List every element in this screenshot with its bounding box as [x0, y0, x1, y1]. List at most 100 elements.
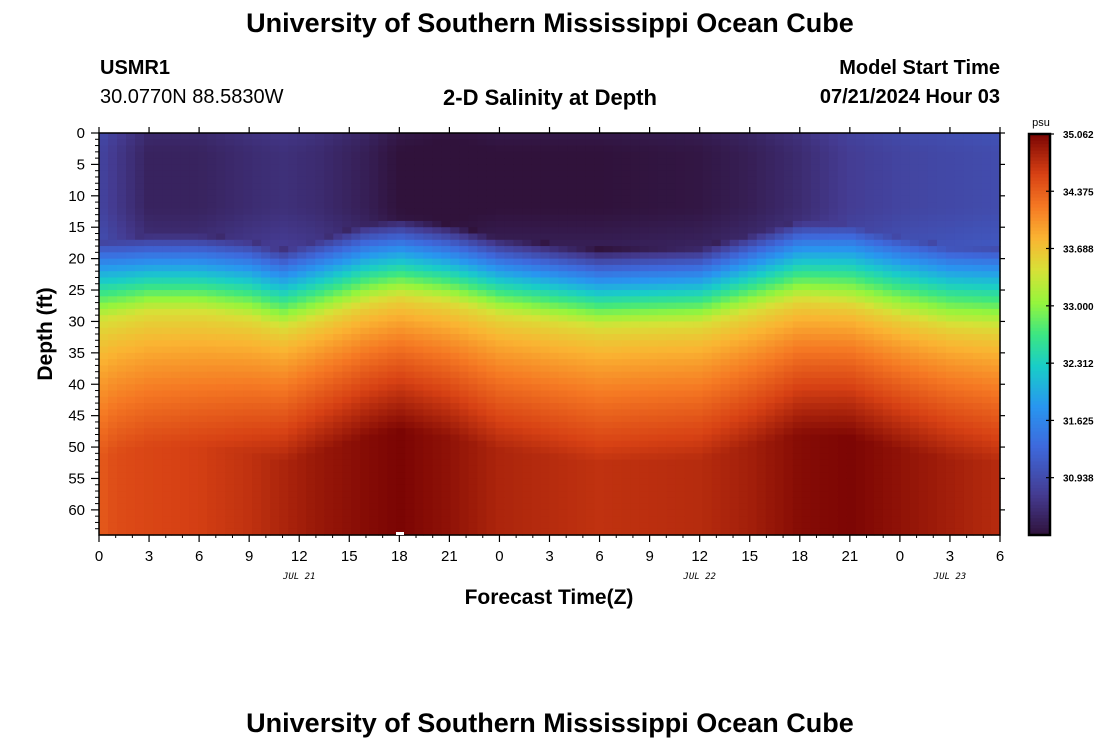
heatmap-cell — [621, 465, 632, 473]
heatmap-cell — [774, 459, 785, 467]
heatmap-cell — [207, 409, 217, 417]
heatmap-cell — [252, 522, 262, 530]
heatmap-cell — [360, 428, 370, 436]
heatmap-cell — [486, 478, 497, 486]
heatmap-cell — [135, 472, 145, 480]
heatmap-cell — [342, 315, 352, 323]
heatmap-cell — [144, 176, 154, 184]
heatmap-cell — [297, 528, 307, 536]
heatmap-cell — [612, 252, 623, 260]
heatmap-cell — [117, 283, 127, 291]
heatmap-cell — [171, 308, 181, 316]
heatmap-cell — [126, 440, 136, 448]
heatmap-cell — [342, 327, 352, 335]
heatmap-cell — [540, 415, 551, 423]
heatmap-cell — [585, 133, 596, 140]
heatmap-cell — [405, 321, 415, 329]
heatmap-cell — [378, 447, 388, 454]
heatmap-cell — [378, 522, 388, 530]
heatmap-cell — [711, 283, 722, 291]
heatmap-cell — [234, 334, 244, 341]
heatmap-cell — [486, 264, 497, 272]
heatmap-cell — [126, 384, 136, 392]
heatmap-cell — [486, 151, 497, 159]
heatmap-cell — [621, 359, 632, 367]
heatmap-cell — [549, 296, 560, 304]
heatmap-cell — [756, 214, 767, 222]
heatmap-cell — [477, 415, 488, 423]
heatmap-cell — [774, 497, 785, 505]
heatmap-cell — [666, 459, 677, 467]
heatmap-cell — [612, 145, 623, 153]
heatmap-cell — [396, 302, 406, 310]
heatmap-cell — [306, 371, 316, 379]
heatmap-cell — [774, 371, 785, 379]
heatmap-cell — [720, 472, 731, 480]
heatmap-cell — [531, 478, 542, 486]
heatmap-cell — [783, 164, 794, 172]
heatmap-cell — [621, 453, 632, 461]
heatmap-cell — [396, 296, 406, 304]
heatmap-cell — [279, 377, 289, 385]
heatmap-cell — [558, 252, 569, 260]
heatmap-cell — [180, 176, 190, 184]
heatmap-cell — [333, 164, 343, 172]
heatmap-cell — [387, 346, 397, 354]
heatmap-cell — [243, 133, 253, 140]
heatmap-cell — [738, 484, 749, 492]
heatmap-cell — [792, 465, 803, 473]
heatmap-cell — [576, 308, 587, 316]
heatmap-cell — [126, 214, 136, 222]
heatmap-cell — [720, 516, 731, 524]
heatmap-cell — [198, 214, 208, 222]
heatmap-cell — [216, 346, 226, 354]
heatmap-cell — [144, 503, 154, 511]
heatmap-cell — [225, 403, 235, 410]
heatmap-cell — [162, 359, 172, 367]
heatmap-cell — [513, 472, 524, 480]
heatmap-cell — [720, 220, 731, 228]
heatmap-cell — [99, 453, 109, 461]
heatmap-cell — [315, 277, 325, 285]
heatmap-cell — [513, 516, 524, 524]
heatmap-cell — [333, 133, 343, 140]
heatmap-cell — [288, 440, 298, 448]
heatmap-cell — [720, 371, 731, 379]
heatmap-cell — [405, 365, 415, 373]
heatmap-cell — [621, 195, 632, 203]
heatmap-cell — [405, 208, 415, 216]
heatmap-cell — [567, 421, 578, 429]
heatmap-cell — [621, 189, 632, 197]
heatmap-cell — [288, 396, 298, 404]
heatmap-cell — [702, 239, 713, 247]
heatmap-cell — [612, 522, 623, 530]
heatmap-cell — [135, 195, 145, 203]
heatmap-cell — [738, 189, 749, 197]
heatmap-cell — [135, 302, 145, 310]
heatmap-cell — [612, 151, 623, 159]
heatmap-cell — [99, 158, 109, 166]
heatmap-cell — [549, 390, 560, 398]
heatmap-cell — [675, 214, 686, 222]
heatmap-cell — [585, 421, 596, 429]
heatmap-cell — [540, 214, 551, 222]
heatmap-cell — [666, 421, 677, 429]
heatmap-cell — [162, 434, 172, 442]
heatmap-cell — [549, 334, 560, 341]
heatmap-cell — [243, 340, 253, 348]
heatmap-cell — [531, 497, 542, 505]
heatmap-cell — [423, 346, 433, 354]
heatmap-cell — [288, 478, 298, 486]
heatmap-cell — [234, 516, 244, 524]
heatmap-cell — [351, 271, 361, 279]
heatmap-cell — [351, 195, 361, 203]
heatmap-cell — [549, 158, 560, 166]
heatmap-cell — [486, 133, 497, 140]
heatmap-cell — [234, 453, 244, 461]
heatmap-cell — [207, 315, 217, 323]
heatmap-cell — [117, 528, 127, 536]
heatmap-cell — [378, 296, 388, 304]
heatmap-cell — [666, 528, 677, 536]
heatmap-cell — [171, 359, 181, 367]
heatmap-cell — [297, 239, 307, 247]
